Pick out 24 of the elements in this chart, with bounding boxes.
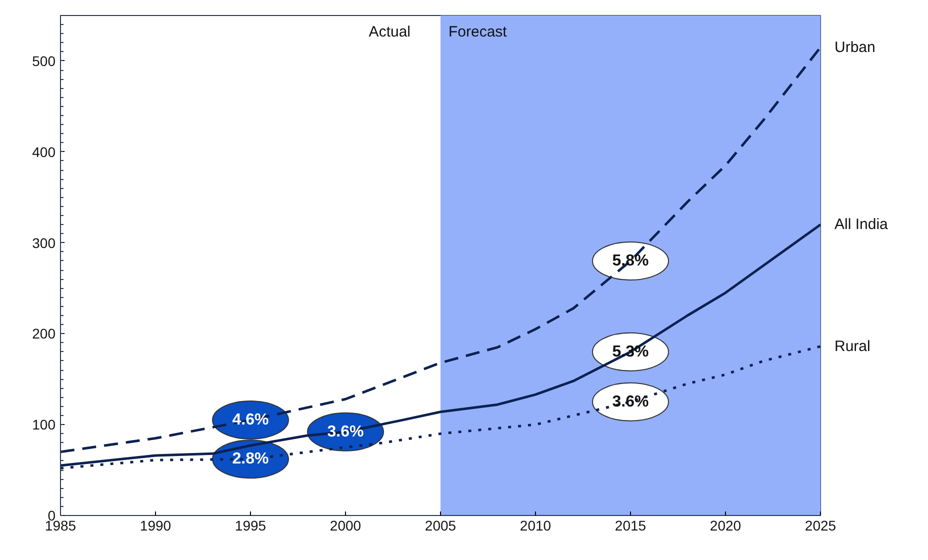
series-label: All India <box>834 216 889 234</box>
y-tick-label: 500 <box>32 52 56 69</box>
annotation: Actual <box>368 24 411 40</box>
y-tick-label: 200 <box>32 326 56 342</box>
y-tick-label: 300 <box>32 234 56 251</box>
y-tick-label: 400 <box>32 144 56 160</box>
annotation: 3.6% <box>327 423 364 440</box>
annotation: 2.8% <box>232 450 269 468</box>
x-tick-label: 1990 <box>140 518 172 534</box>
line-series <box>60 46 820 454</box>
x-tick-label: 2010 <box>520 518 552 534</box>
annotation: 4.6% <box>232 412 269 429</box>
x-tick-label: 2000 <box>330 518 362 534</box>
x-tick-label: 2005 <box>424 518 456 534</box>
band-label: Forecast <box>448 24 508 40</box>
x-tick-label: 2025 <box>804 518 836 534</box>
y-tick-label: 100 <box>32 416 56 433</box>
series-label: Urban <box>834 38 876 56</box>
x-tick-label: 1995 <box>234 518 266 534</box>
x-tick-label: 2020 <box>710 518 742 534</box>
annotation: 5.8% <box>612 252 649 270</box>
x-tick-label: 2015 <box>614 518 646 534</box>
line-series <box>60 223 820 467</box>
series-label: Rural <box>834 338 870 355</box>
